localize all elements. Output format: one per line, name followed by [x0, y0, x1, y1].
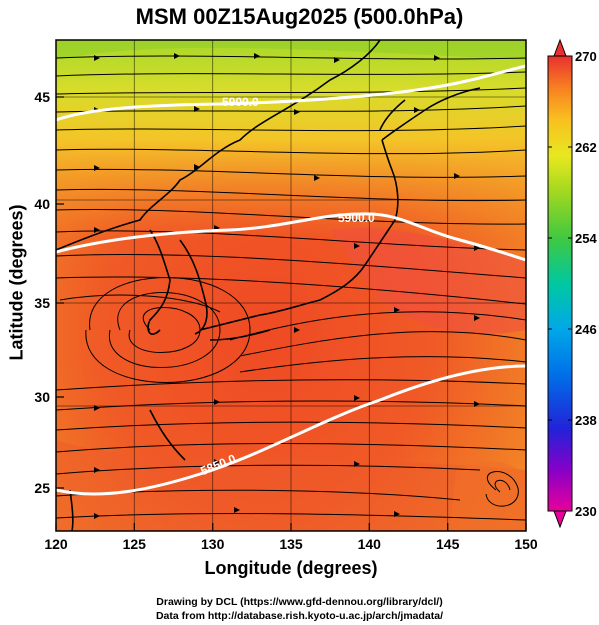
x-axis-label: Longitude (degrees) — [204, 558, 378, 578]
y-tick-labels: 25 30 35 40 45 — [34, 89, 50, 496]
y-tick-label: 40 — [34, 196, 50, 212]
contour-label-north: 5900.0 — [222, 95, 259, 109]
y-tick-label: 45 — [34, 89, 50, 105]
colorbar-bottom-arrow — [553, 510, 567, 529]
colorbar-tick-label: 230 — [575, 504, 597, 519]
colorbar-tick-label: 270 — [575, 49, 597, 64]
contour-line-south — [56, 364, 526, 496]
x-tick-label: 145 — [436, 536, 460, 552]
x-ticks — [55, 523, 527, 531]
x-tick-label: 150 — [514, 536, 538, 552]
gridlines — [56, 40, 526, 531]
colorbar-tick-label: 238 — [575, 413, 597, 428]
x-tick-labels: 120 125 130 135 140 145 150 — [44, 536, 538, 552]
colorbar-tick-label: 246 — [575, 322, 597, 337]
contour-line-north — [56, 64, 526, 122]
y-tick-label: 30 — [34, 389, 50, 405]
colorbar-tick-label: 254 — [575, 231, 597, 246]
height-contours — [56, 64, 526, 496]
y-axis-label: Latitude (degrees) — [6, 204, 27, 361]
credit-data: Data from http://database.rish.kyoto-u.a… — [155, 610, 444, 622]
colorbar-tick-label: 262 — [575, 140, 597, 155]
colorbar: 270 262 254 246 238 230 — [547, 38, 597, 529]
credit-drawing: Drawing by DCL (https://www.gfd-dennou.o… — [156, 596, 443, 608]
colorbar-top-arrow — [553, 38, 567, 57]
coastlines — [56, 40, 481, 531]
x-tick-label: 140 — [358, 536, 382, 552]
x-tick-label: 135 — [279, 536, 303, 552]
x-tick-label: 120 — [44, 536, 68, 552]
x-tick-label: 125 — [123, 536, 147, 552]
colorbar-scale — [547, 55, 573, 512]
x-tick-label: 130 — [201, 536, 225, 552]
y-tick-label: 25 — [34, 480, 50, 496]
y-tick-label: 35 — [34, 295, 50, 311]
contour-label-middle: 5900.0 — [338, 211, 375, 225]
contour-line-middle — [56, 212, 526, 262]
page-title: MSM 00Z15Aug2025 (500.0hPa) — [135, 4, 464, 29]
y-ticks — [56, 96, 64, 489]
